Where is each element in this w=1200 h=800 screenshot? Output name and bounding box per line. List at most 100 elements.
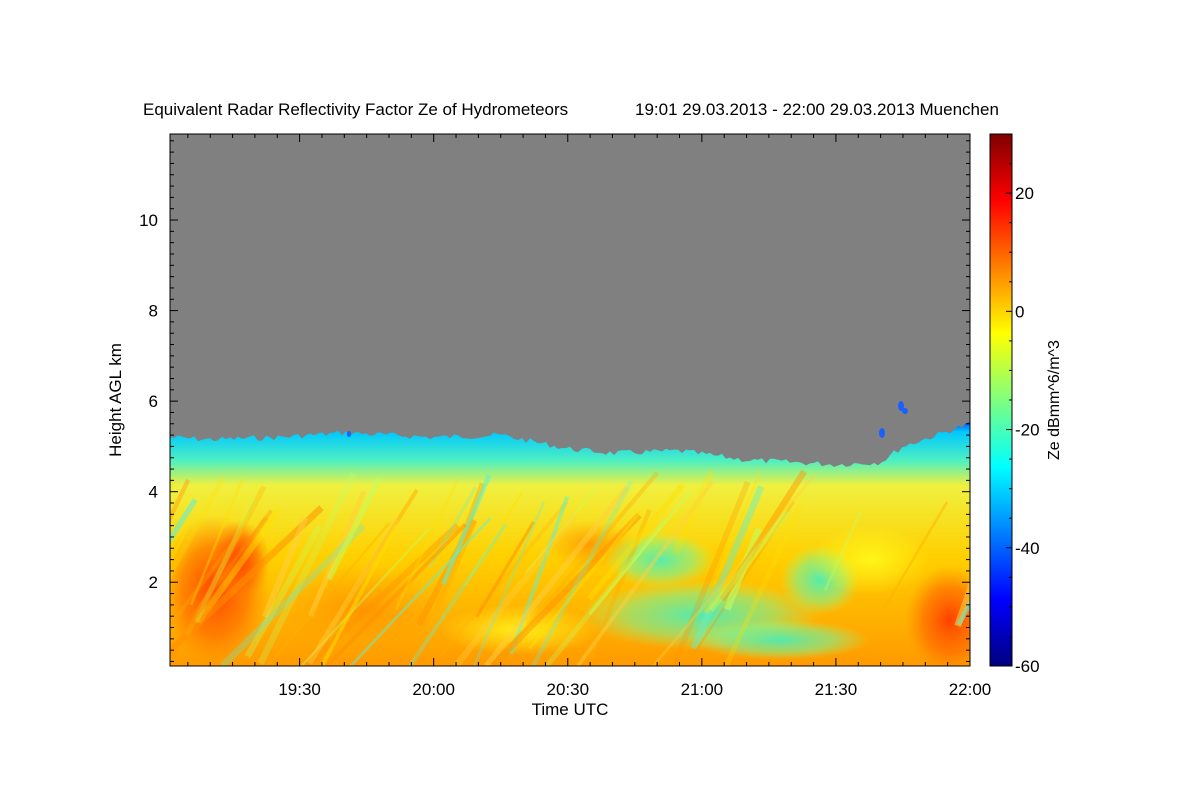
fall-streak: [170, 478, 191, 524]
fall-streak: [671, 481, 751, 666]
fall-streak: [956, 597, 970, 627]
low-reflectivity-streak: [605, 532, 715, 588]
fall-streak: [954, 580, 970, 628]
fall-streak: [257, 472, 357, 665]
fall-streak: [29, 474, 135, 658]
fall-streak: [74, 502, 136, 621]
fall-streak: [823, 509, 863, 592]
high-reflectivity-core: [905, 565, 970, 666]
fall-streak: [652, 473, 816, 666]
time-range-text: 19:01 29.03.2013 - 22:00 29.03.2013 Muen…: [635, 100, 999, 119]
fall-streak: [723, 503, 804, 666]
fall-streak: [170, 475, 226, 581]
fall-streak: [464, 492, 523, 587]
fall-streak: [325, 523, 467, 666]
fall-streak: [719, 469, 807, 602]
fall-streak: [170, 478, 177, 492]
isolated-echo: [347, 431, 351, 437]
x-tick-label: 20:30: [546, 680, 589, 699]
fall-streak: [723, 527, 763, 611]
fall-streak: [170, 505, 324, 655]
fall-streak: [262, 516, 309, 618]
fall-streak: [178, 509, 273, 634]
fall-streak: [266, 522, 391, 666]
fall-streak: [304, 522, 460, 666]
reflectivity-structures: [170, 515, 970, 666]
fall-streak: [576, 480, 715, 666]
mid-band: [810, 525, 930, 595]
fall-streak: [172, 527, 246, 622]
fall-streak: [307, 517, 400, 665]
fall-streak: [170, 498, 198, 545]
colorbar-tick-label: -20: [1015, 421, 1040, 440]
fall-streak: [439, 500, 569, 658]
low-reflectivity-streak: [690, 620, 870, 660]
fall-streak: [690, 485, 765, 650]
fall-streak: [509, 495, 570, 655]
fall-streak: [170, 522, 191, 567]
isolated-echo: [898, 401, 904, 411]
fall-streak: [484, 485, 629, 666]
fall-streak: [320, 524, 399, 666]
high-reflectivity-core: [210, 520, 270, 600]
fall-streak: [588, 491, 692, 615]
x-axis: 19:30 20:00 20:30 21:00 21:30 22:00: [187, 134, 992, 699]
fall-streak: [189, 478, 244, 606]
fall-streak: [244, 525, 323, 659]
y-axis-label: Height AGL km: [106, 343, 125, 457]
x-tick-label: 22:00: [949, 680, 992, 699]
isolated-echo: [879, 428, 885, 438]
colorbar: [989, 133, 1013, 667]
x-tick-label: 20:00: [412, 680, 455, 699]
fall-streak: [195, 507, 282, 624]
y-tick-label: 6: [149, 392, 158, 411]
fall-streak: [528, 507, 644, 650]
chart-title: Equivalent Radar Reflectivity Factor Ze …: [143, 100, 568, 119]
x-tick-label: 21:00: [681, 680, 724, 699]
fall-streak: [525, 488, 597, 573]
fall-streak: [76, 507, 113, 601]
colorbar-tick-label: 20: [1015, 184, 1034, 203]
fall-streak: [433, 519, 478, 615]
fall-streak: [184, 485, 267, 637]
fall-streak: [712, 470, 762, 586]
fall-streak: [315, 489, 419, 650]
fall-streak: [441, 474, 492, 586]
fall-streak: [878, 501, 949, 618]
y-axis: 2 4 6 8 10: [139, 140, 970, 662]
fall-streak: [193, 497, 257, 624]
y-tick-label: 4: [149, 483, 158, 502]
y-tick-label: 2: [149, 573, 158, 592]
fall-streak: [588, 508, 652, 660]
colorbar-tick-label: -60: [1015, 657, 1040, 676]
fall-streak: [544, 518, 667, 666]
fall-streak: [394, 478, 460, 611]
fall-streak: [531, 479, 634, 666]
y-tick-label: 10: [139, 211, 158, 230]
fall-streak: [307, 490, 367, 618]
fall-streak: [672, 469, 716, 555]
fall-streak: [586, 483, 685, 601]
fall-streaks: [27, 469, 970, 666]
isolated-echoes: [347, 401, 908, 438]
fall-streak: [220, 523, 366, 666]
plot-frame: [169, 133, 971, 667]
fall-streak: [453, 513, 578, 666]
fall-streak: [490, 512, 642, 666]
colorbar-label: Ze dBmm^6/m^3: [1046, 340, 1063, 460]
colorbar-tick-label: -40: [1015, 539, 1040, 558]
fall-streak: [27, 484, 131, 643]
fall-streak: [349, 517, 492, 666]
x-axis-label: Time UTC: [532, 700, 609, 719]
fall-streak: [472, 501, 545, 666]
y-tick-label: 8: [149, 302, 158, 321]
fall-streak: [408, 523, 508, 666]
fall-streak: [170, 516, 269, 661]
isolated-echo: [902, 408, 908, 414]
fall-streak: [475, 521, 535, 618]
fall-streak: [326, 478, 381, 581]
plot-area: [27, 134, 970, 666]
fall-streak: [708, 509, 790, 613]
x-tick-label: 19:30: [278, 680, 321, 699]
